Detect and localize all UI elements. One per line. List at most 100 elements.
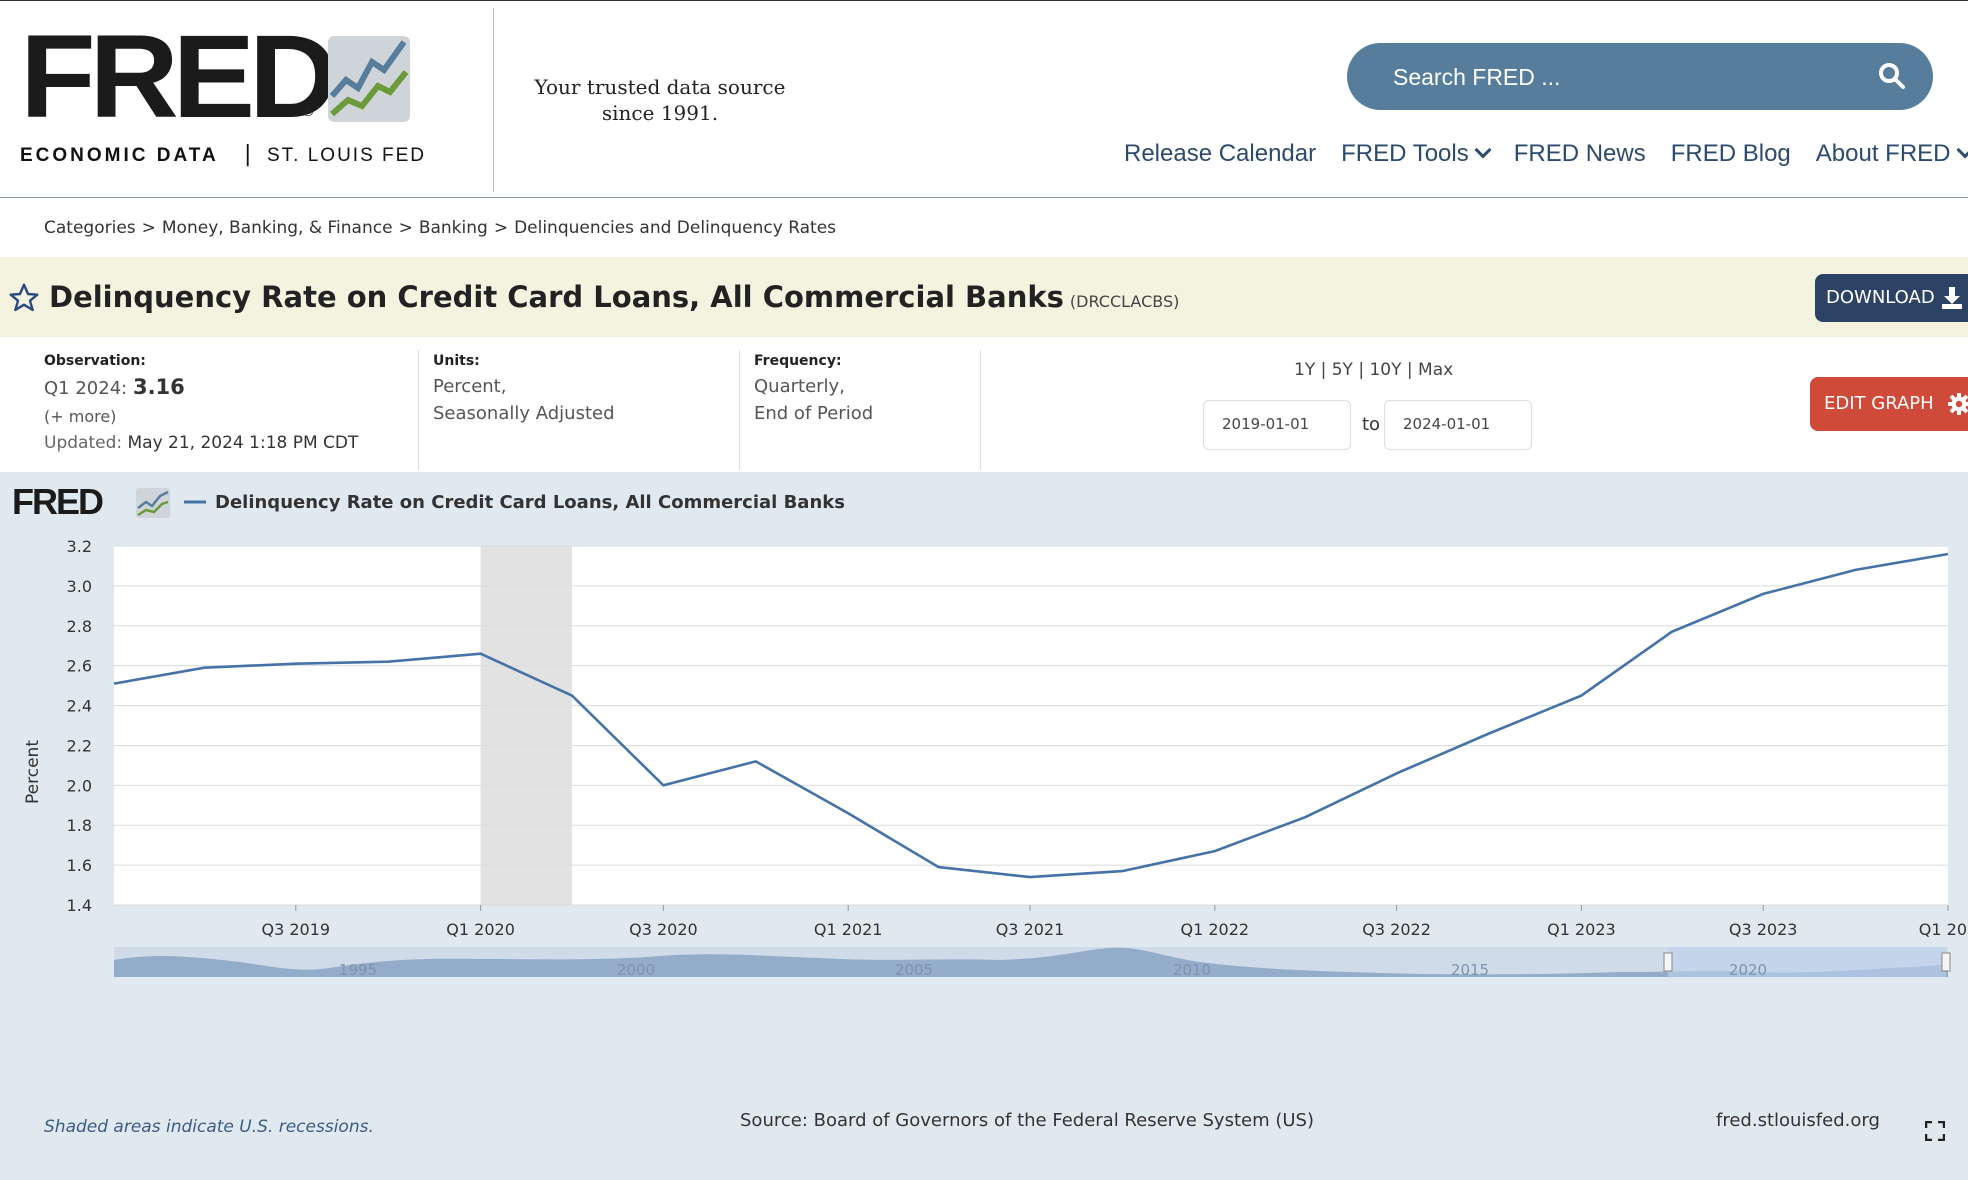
units-line-1: Percent,	[433, 376, 507, 397]
y-tick-label: 2.8	[67, 617, 92, 636]
series-id: (DRCCLACBS)	[1069, 292, 1180, 311]
download-button[interactable]: DOWNLOAD	[1815, 274, 1968, 322]
recession-band	[480, 546, 572, 905]
navigator-handle-left[interactable]	[1663, 952, 1673, 972]
edit-graph-button[interactable]: EDIT GRAPH	[1810, 377, 1968, 431]
breadcrumb: Categories > Money, Banking, & Finance > Ban…	[44, 218, 837, 238]
updated-label: Updated:	[44, 433, 123, 453]
x-tick-label: Q1 2020	[446, 920, 515, 939]
nav-fred-blog[interactable]: FRED Blog	[1670, 140, 1791, 167]
y-tick-label: 1.4	[67, 896, 92, 915]
source-note: Source: Board of Governors of the Federa…	[740, 1110, 1314, 1131]
logo-separator: |	[244, 142, 252, 167]
edit-graph-label: EDIT GRAPH	[1824, 393, 1934, 414]
meta-divider	[980, 350, 981, 470]
nav-about-fred-label: About FRED	[1815, 140, 1951, 167]
chart-logo-icon	[136, 488, 170, 518]
nav-about-fred[interactable]: About FRED	[1816, 140, 1968, 174]
legend-label: Delinquency Rate on Credit Card Loans, A…	[215, 492, 845, 513]
x-tick-label: Q1 2023	[1547, 920, 1616, 939]
frequency-line-2: End of Period	[754, 403, 874, 424]
tagline-line-2: since 1991.	[601, 101, 719, 125]
series-title-bar	[0, 257, 1968, 337]
fred-graph-icon[interactable]	[328, 36, 410, 122]
navigator-selection[interactable]	[1668, 947, 1946, 977]
chevron-down-icon	[1956, 141, 1968, 159]
navigator-year-label: 2010	[1173, 961, 1211, 979]
nav-fred-news[interactable]: FRED News	[1513, 140, 1646, 167]
observation-value: 3.16	[132, 375, 185, 399]
x-tick-label: Q3 2023	[1729, 920, 1798, 939]
date-to-input[interactable]: 2024-01-01	[1384, 400, 1532, 450]
breadcrumb-delinquencies[interactable]: Delinquencies and Delinquency Rates	[514, 218, 837, 238]
y-tick-label: 2.6	[67, 657, 92, 676]
gear-icon	[1948, 393, 1968, 415]
logo-subtitle-st-louis-fed: ST. LOUIS FED	[267, 145, 427, 166]
plot-area	[114, 546, 1948, 905]
frequency-line-1: Quarterly,	[754, 376, 845, 397]
x-tick-label: Q1 2021	[814, 920, 883, 939]
navigator-handle-right[interactable]	[1941, 952, 1951, 972]
y-axis-label: Percent	[23, 740, 43, 804]
meta-divider	[739, 350, 740, 470]
x-tick-label: Q3 2021	[996, 920, 1065, 939]
search-input[interactable]	[1391, 55, 1855, 99]
series-line	[113, 552, 1949, 879]
date-range-presets[interactable]: 1Y | 5Y | 10Y | Max	[1294, 360, 1454, 380]
y-tick-label: 2.2	[67, 736, 92, 755]
chart[interactable]: FRED Delinquency Rate on Credit Card Loa…	[0, 472, 1968, 1112]
navigator-series	[114, 947, 1948, 977]
y-tick-label: 1.6	[67, 856, 92, 875]
navigator-year-label: 2005	[895, 961, 933, 979]
x-tick-label: Q3 2019	[262, 920, 331, 939]
breadcrumb-money-banking[interactable]: Money, Banking, & Finance	[161, 218, 393, 238]
fred-logo-text[interactable]: FRED	[20, 11, 338, 143]
x-tick-label: Q1 202	[1919, 920, 1968, 939]
nav-fred-tools[interactable]: FRED Tools	[1341, 140, 1492, 174]
x-tick-label: Q3 2020	[629, 920, 698, 939]
nav-fred-tools-label: FRED Tools	[1341, 140, 1469, 167]
y-tick-label: 3.0	[67, 577, 92, 596]
site-header	[0, 0, 1968, 198]
series-title: Delinquency Rate on Credit Card Loans, A…	[49, 280, 1179, 314]
star-icon[interactable]	[8, 282, 40, 314]
frequency-value: Quarterly, End of Period	[754, 373, 873, 427]
observation-period: Q1 2024:	[44, 378, 128, 399]
date-to-label: to	[1362, 414, 1381, 435]
units-label: Units:	[433, 353, 480, 369]
search-icon[interactable]	[1877, 61, 1907, 91]
navigator-year-label: 2020	[1729, 961, 1767, 979]
navigator-year-label: 2015	[1451, 961, 1489, 979]
header-divider	[493, 8, 494, 192]
chart-fred-logo: FRED	[12, 481, 103, 522]
fullscreen-icon[interactable]	[1925, 1121, 1945, 1141]
observation: Q1 2024: 3.16	[44, 375, 185, 399]
main-nav: Release Calendar FRED Tools FRED News FR…	[1124, 140, 1968, 174]
search-bar[interactable]	[1347, 43, 1933, 110]
y-tick-label: 3.2	[67, 537, 92, 556]
x-tick-label: Q1 2022	[1181, 920, 1250, 939]
more-link[interactable]: (+ more)	[44, 407, 117, 426]
navigator-year-label: 1995	[339, 961, 377, 979]
logo-subtitle-economic-data: ECONOMIC DATA	[20, 145, 219, 166]
updated: Updated: May 21, 2024 1:18 PM CDT	[44, 433, 358, 453]
y-tick-label: 2.0	[67, 776, 92, 795]
frequency-label: Frequency:	[754, 353, 842, 369]
tagline-line-1: Your trusted data source	[534, 75, 786, 99]
y-tick-label: 2.4	[67, 697, 92, 716]
download-icon	[1942, 287, 1962, 309]
x-tick-label: Q3 2022	[1362, 920, 1431, 939]
series-title-text: Delinquency Rate on Credit Card Loans, A…	[49, 280, 1064, 314]
fred-url[interactable]: fred.stlouisfed.org	[1716, 1110, 1880, 1131]
updated-value: May 21, 2024 1:18 PM CDT	[127, 433, 359, 453]
breadcrumb-banking[interactable]: Banking	[418, 218, 488, 238]
units-value: Percent, Seasonally Adjusted	[433, 373, 615, 427]
recession-note: Shaded areas indicate U.S. recessions.	[44, 1117, 374, 1137]
navigator-year-label: 2000	[617, 961, 655, 979]
date-from-input[interactable]: 2019-01-01	[1203, 400, 1351, 450]
y-tick-label: 1.8	[67, 816, 92, 835]
meta-divider	[418, 350, 419, 470]
breadcrumb-categories[interactable]: Categories	[44, 218, 136, 238]
download-label: DOWNLOAD	[1826, 287, 1935, 308]
nav-release-calendar[interactable]: Release Calendar	[1124, 140, 1317, 167]
